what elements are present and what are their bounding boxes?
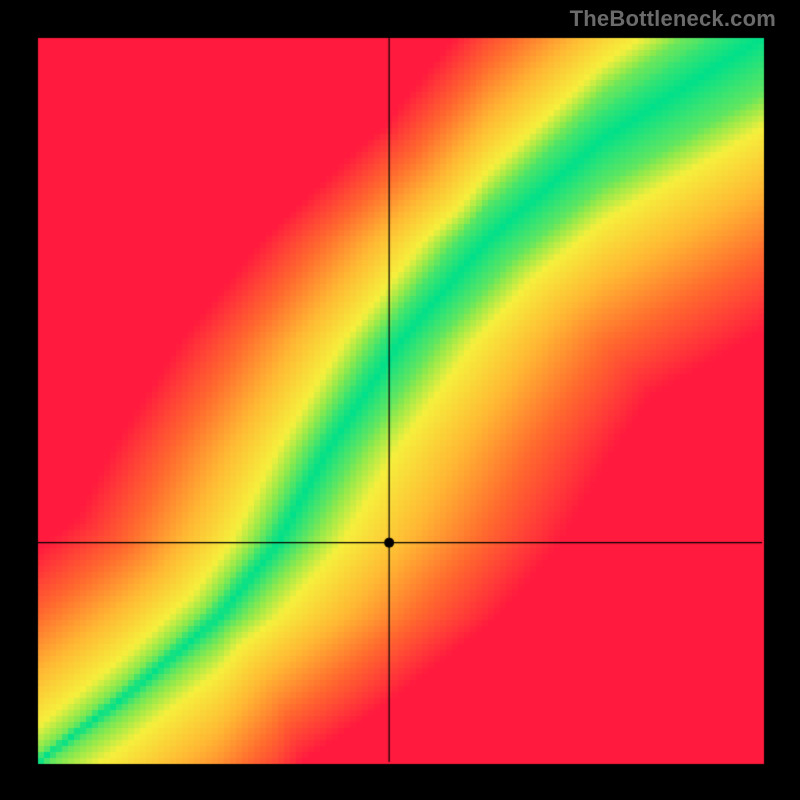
- bottleneck-heatmap: [0, 0, 800, 800]
- watermark-text: TheBottleneck.com: [570, 6, 776, 32]
- chart-root: { "watermark": { "text": "TheBottleneck.…: [0, 0, 800, 800]
